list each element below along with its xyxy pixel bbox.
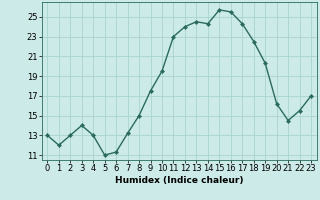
X-axis label: Humidex (Indice chaleur): Humidex (Indice chaleur) xyxy=(115,176,244,185)
